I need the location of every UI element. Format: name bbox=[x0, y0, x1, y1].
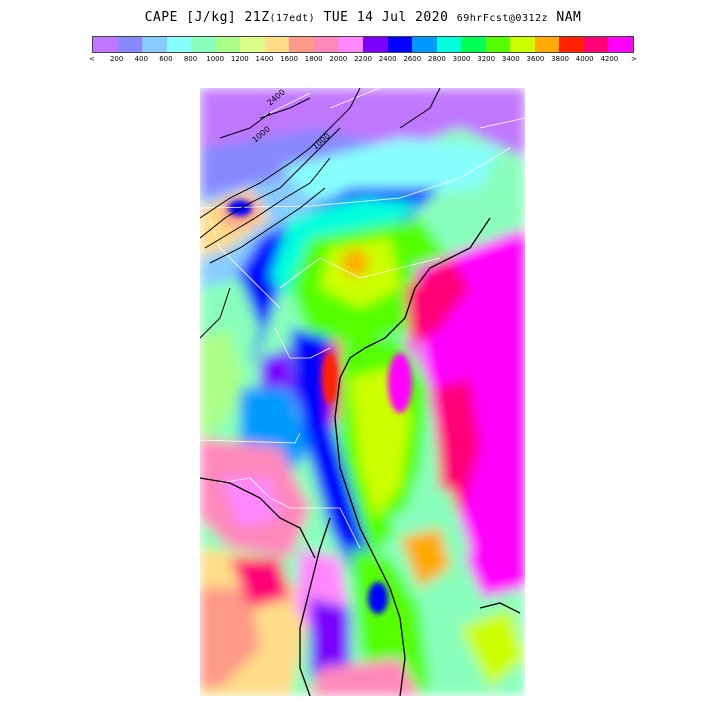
colorbar-swatch bbox=[93, 37, 118, 52]
colorbar-swatch bbox=[387, 37, 413, 52]
colorbar-swatch bbox=[461, 37, 486, 52]
colorbar-swatch bbox=[215, 37, 241, 52]
colorbar-tick-label: 1800 bbox=[304, 55, 323, 63]
colorbar-tick-label: 1400 bbox=[255, 55, 274, 63]
colorbar-tick-label: 4000 bbox=[575, 55, 594, 63]
cape-detail bbox=[228, 200, 412, 614]
colorbar-tick-label: 3600 bbox=[526, 55, 545, 63]
colorbar-swatch bbox=[559, 37, 584, 52]
colorbar-tick-label: 2800 bbox=[427, 55, 446, 63]
colorbar-tick-label: 800 bbox=[183, 55, 198, 63]
cape-map-svg: 2400 1000 1000 bbox=[200, 88, 525, 696]
title-valid-date: TUE 14 Jul 2020 bbox=[323, 10, 449, 25]
colorbar-swatch bbox=[363, 37, 388, 52]
colorbar-swatch bbox=[142, 37, 167, 52]
title-local-time: (17edt) bbox=[269, 13, 316, 24]
colorbar-tick-label: 3200 bbox=[477, 55, 496, 63]
chart-title: CAPE [J/kg] 21Z(17edt) TUE 14 Jul 2020 6… bbox=[0, 10, 726, 25]
colorbar-tick-label: 2200 bbox=[354, 55, 372, 63]
colorbar-swatch bbox=[510, 37, 535, 52]
colorbar-tick-label: 600 bbox=[159, 55, 173, 63]
state-borders bbox=[200, 88, 525, 549]
colorbar-swatch bbox=[608, 37, 634, 52]
coastline bbox=[200, 217, 521, 696]
contour-lines bbox=[200, 88, 441, 339]
colorbar-tick-label: 2400 bbox=[378, 55, 397, 63]
colorbar-swatch bbox=[485, 37, 511, 52]
colorbar-tick-label: 2000 bbox=[329, 55, 348, 63]
colorbar-swatch bbox=[264, 37, 290, 52]
colorbar-tick-label: 1600 bbox=[280, 55, 298, 63]
colorbar-tick-label: 1200 bbox=[230, 55, 249, 63]
colorbar-swatch bbox=[534, 37, 560, 52]
colorbar-swatch bbox=[240, 37, 265, 52]
colorbar-swatch bbox=[191, 37, 216, 52]
colorbar-swatch bbox=[117, 37, 143, 52]
colorbar bbox=[92, 36, 634, 53]
colorbar-swatch bbox=[338, 37, 364, 52]
cape-map: 2400 1000 1000 bbox=[200, 88, 525, 696]
colorbar-tick-label: 1000 bbox=[206, 55, 225, 63]
colorbar-swatch bbox=[583, 37, 609, 52]
colorbar-tick-label: 2600 bbox=[403, 55, 422, 63]
colorbar-right-marker: > bbox=[631, 55, 637, 63]
colorbar-tick-label: 400 bbox=[134, 55, 148, 63]
colorbar-tick-label: 3400 bbox=[501, 55, 520, 63]
colorbar-left-marker: < bbox=[89, 55, 95, 63]
colorbar-swatch bbox=[166, 37, 192, 52]
colorbar-tick-label: 3800 bbox=[551, 55, 569, 63]
colorbar-swatch bbox=[436, 37, 462, 52]
colorbar-tick-label: 200 bbox=[109, 55, 124, 63]
colorbar-swatch bbox=[289, 37, 314, 52]
title-model: NAM bbox=[556, 10, 582, 25]
cape-fill bbox=[200, 88, 525, 696]
colorbar-tick-label: 3000 bbox=[452, 55, 471, 63]
colorbar-swatch bbox=[313, 37, 339, 52]
title-valid-hour: 21Z bbox=[244, 10, 270, 25]
colorbar-swatch bbox=[412, 37, 437, 52]
colorbar-ticks: <200 400 600 800 1000 1200 1400 1600 1800 2000 220… bbox=[89, 55, 637, 65]
colorbar-tick-label: 4200 bbox=[600, 55, 619, 63]
title-field: CAPE [J/kg] bbox=[144, 10, 237, 25]
title-forecast: 69hrFcst@0312z bbox=[456, 13, 549, 24]
